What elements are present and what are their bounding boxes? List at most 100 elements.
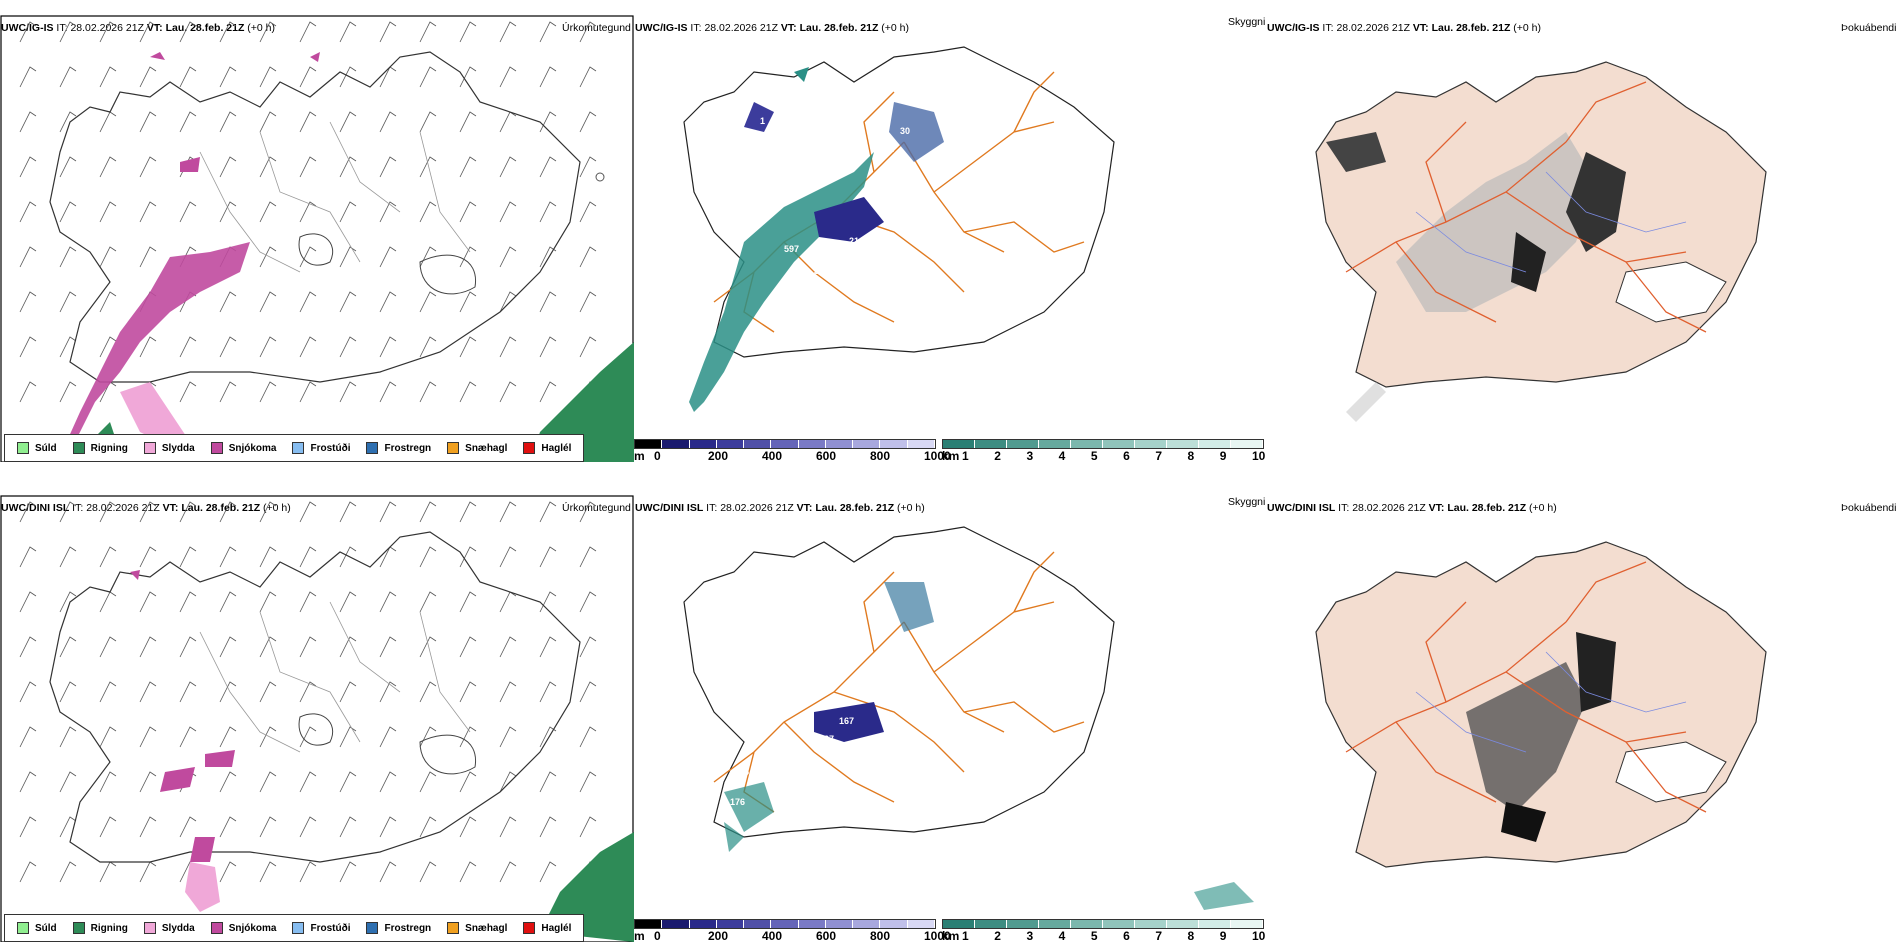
scale-tick: 0 (654, 929, 661, 943)
wind-barb (579, 546, 597, 568)
scale-bar (942, 439, 1264, 449)
wind-barb (539, 501, 557, 523)
scale-segment (853, 920, 881, 928)
scale-tick: 7 (1155, 929, 1163, 943)
wind-barb (379, 816, 397, 838)
legend-item: Snjókoma (210, 442, 276, 454)
wind-barb (539, 771, 557, 793)
wind-barb (219, 291, 237, 313)
scale-segment (635, 920, 663, 928)
wind-barb (419, 291, 437, 313)
wind-barb (339, 21, 357, 43)
wind-barb (99, 291, 117, 313)
wind-barb (499, 861, 517, 883)
scale-segment (943, 920, 975, 928)
wind-barb (19, 111, 37, 133)
legend-item: Frostúði (292, 922, 350, 934)
legend-swatch (143, 922, 156, 934)
scale-segment (975, 920, 1007, 928)
wind-barb (139, 771, 157, 793)
wind-barb (299, 636, 317, 658)
scale-tick: 8 (1187, 929, 1195, 943)
scale-segment (1071, 440, 1103, 448)
row2-fog-panel: UWC/DINI ISL IT: 28.02.2026 21Z VT: Lau.… (1266, 492, 1900, 950)
wind-barb (299, 816, 317, 838)
row1-cloud-panel: UWC/IG-IS IT: 28.02.2026 21Z VT: Lau. 28… (634, 12, 1266, 462)
scale-tick: 1000 (924, 929, 951, 943)
row2-base-scale: m 0 200 400 600 800 1000 (634, 917, 951, 947)
wind-barb (419, 546, 437, 568)
wind-barb (59, 636, 77, 658)
legend-label: Slydda (161, 442, 195, 454)
wind-barb (259, 546, 277, 568)
scale-tick: 7 (1155, 449, 1163, 462)
wind-barb (579, 636, 597, 658)
wind-barb (539, 681, 557, 703)
wind-barb (579, 591, 597, 613)
legend-swatch (292, 442, 305, 454)
wind-barb (179, 726, 197, 748)
wind-barb (579, 246, 597, 268)
row1-cloud-map: 597 21 142 363 301 985 23 30 22 187 1 (683, 46, 1115, 412)
legend-swatch (523, 442, 536, 454)
wind-barb (379, 246, 397, 268)
wind-barb (419, 66, 437, 88)
legend-item: Rigning (72, 922, 128, 934)
wind-barb (139, 726, 157, 748)
scale-segment (880, 440, 908, 448)
wind-barb (259, 156, 277, 178)
wind-barb (339, 156, 357, 178)
wind-barb (139, 816, 157, 838)
wind-barb (499, 291, 517, 313)
wind-barb (339, 291, 357, 313)
wind-barb (419, 111, 437, 133)
wind-barb (99, 681, 117, 703)
wind-barb (19, 156, 37, 178)
row2-precip-map (0, 495, 634, 942)
scale-tick: 8 (1187, 449, 1195, 462)
wind-barb (259, 636, 277, 658)
wind-barb (99, 66, 117, 88)
wind-barb (179, 681, 197, 703)
wind-barb (419, 681, 437, 703)
scale-segment (771, 440, 799, 448)
scale-segment (1199, 440, 1231, 448)
wind-barb (579, 156, 597, 178)
wind-barb (419, 861, 437, 883)
wind-barb (299, 726, 317, 748)
wind-barb (59, 861, 77, 883)
wind-barb (299, 771, 317, 793)
scale-segment (825, 440, 854, 448)
wind-barb (219, 861, 237, 883)
wind-barb (379, 156, 397, 178)
wind-barb (59, 246, 77, 268)
wind-barb (139, 21, 157, 43)
wind-barb (499, 501, 517, 523)
row2-precip-legend: Súld Rigning Slydda Snjókoma Frostúði Frostre… (4, 914, 585, 942)
wind-barb (339, 636, 357, 658)
wind-barb (59, 111, 77, 133)
wind-barb (419, 636, 437, 658)
legend-item: Haglél (523, 442, 571, 454)
scale-tick: 800 (870, 449, 891, 462)
cloud-label: 23 (782, 304, 792, 314)
wind-barb (299, 336, 317, 358)
cloud-label: 301 (799, 276, 814, 286)
wind-barb (539, 381, 557, 403)
scale-segment (798, 920, 826, 928)
legend-swatch (523, 922, 536, 934)
wind-barb (19, 636, 37, 658)
legend-label: Súld (35, 922, 57, 934)
wind-barb (59, 591, 77, 613)
wind-barb (259, 816, 277, 838)
wind-barb (299, 156, 317, 178)
wind-barb (219, 726, 237, 748)
wind-barb (339, 681, 357, 703)
wind-barb (379, 591, 397, 613)
wind-barb (99, 201, 117, 223)
scale-segment (1199, 920, 1231, 928)
wind-barb (379, 771, 397, 793)
cloud-label: 176 (730, 797, 745, 807)
scale-segment (771, 920, 799, 928)
wind-barb (99, 336, 117, 358)
